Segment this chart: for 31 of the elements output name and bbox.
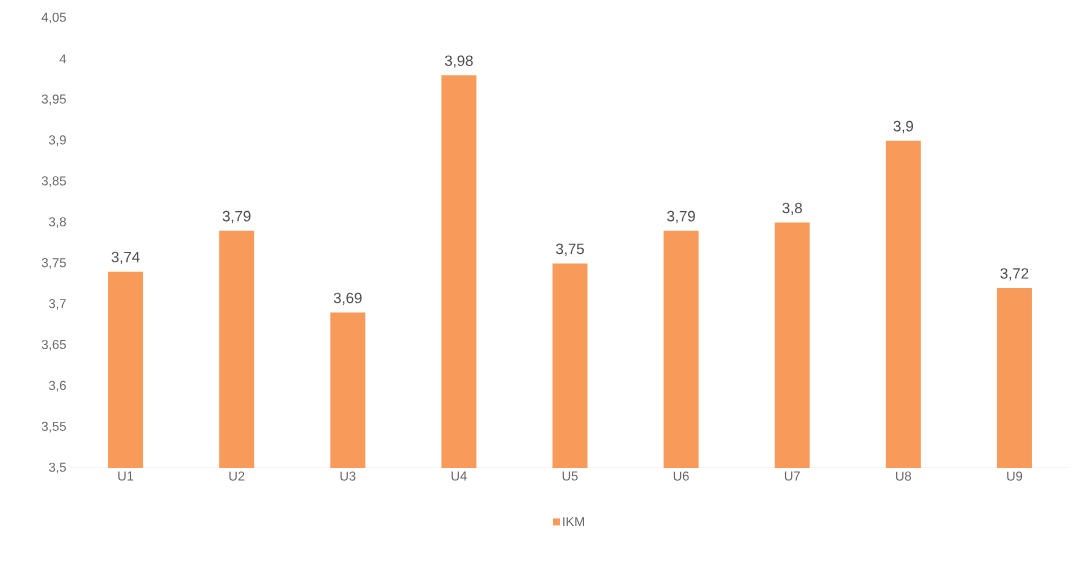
data-label: 3,8 xyxy=(782,202,802,216)
y-tick-label: 3,75 xyxy=(41,258,66,269)
x-tick-label: U8 xyxy=(896,471,912,481)
y-tick-label: 3,65 xyxy=(41,339,66,351)
y-tick-label: 3,55 xyxy=(41,421,66,433)
data-label: 3,69 xyxy=(333,292,362,306)
legend-label: IKM xyxy=(563,517,584,527)
x-tick-label: U2 xyxy=(229,471,245,481)
x-tick-label: U7 xyxy=(784,471,800,481)
data-label: 3,79 xyxy=(222,210,251,224)
y-tick-label: 3,7 xyxy=(48,299,66,310)
y-tick-label: 3,6 xyxy=(48,380,66,392)
x-tick-label: U4 xyxy=(451,471,467,481)
y-tick-label: 3,95 xyxy=(41,94,66,106)
data-label: 3,74 xyxy=(111,251,140,265)
y-tick-label: 3,5 xyxy=(48,462,66,474)
data-label: 3,72 xyxy=(1000,268,1029,281)
y-tick-label: 4 xyxy=(59,54,67,64)
data-label: 3,9 xyxy=(893,120,914,134)
y-tick-label: 4,05 xyxy=(41,12,66,24)
data-label: 3,98 xyxy=(444,55,473,68)
y-tick-label: 3,9 xyxy=(48,135,66,147)
x-tick-label: U5 xyxy=(562,471,578,481)
x-tick-label: U9 xyxy=(1007,471,1023,481)
x-tick-label: U1 xyxy=(118,471,134,481)
data-label: 3,75 xyxy=(556,243,584,256)
x-tick-label: U6 xyxy=(673,471,689,481)
y-tick-label: 3,85 xyxy=(41,176,66,187)
data-label: 3,79 xyxy=(667,210,695,224)
x-tick-label: U3 xyxy=(340,471,356,481)
y-tick-label: 3,8 xyxy=(48,217,66,228)
